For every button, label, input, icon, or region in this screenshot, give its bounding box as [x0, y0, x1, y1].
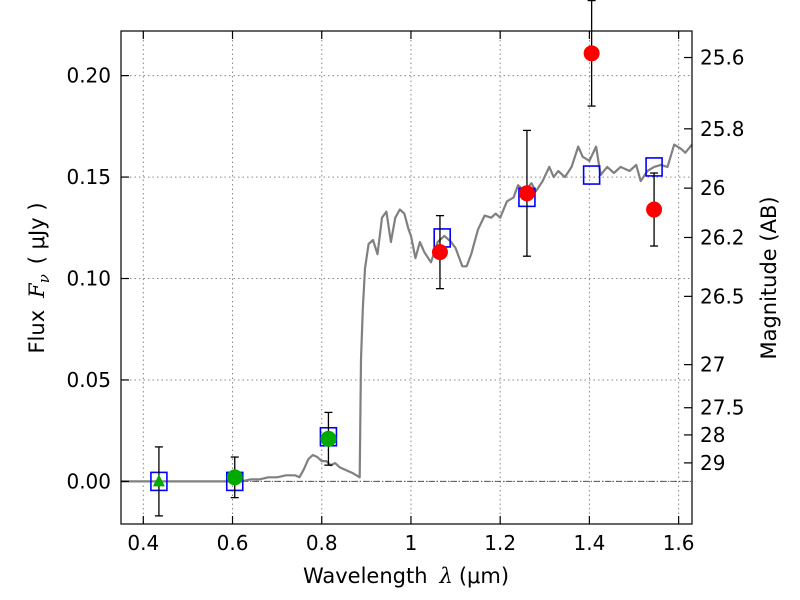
- axis-ticks: 0.4 0.6 0.8 1 1.2 1.4 1.6 0.00 0.05 0.10 0.15 0.20 2…: [66, 31, 745, 555]
- x-axis-label: Wavelength λ (μm): [303, 564, 509, 588]
- x-tick-label: 1.4: [573, 531, 605, 555]
- red-flux-point: [518, 185, 535, 202]
- model-sed-line: [121, 143, 693, 483]
- red-flux-point: [646, 201, 663, 218]
- y-tick-label: 0.20: [66, 64, 111, 88]
- right-tick-label: 26: [700, 176, 725, 200]
- right-tick-label: 28: [700, 423, 725, 447]
- right-tick-label: 25.8: [700, 117, 745, 141]
- y-axis-label-symbol: F: [25, 282, 49, 299]
- plot-frame: [120, 30, 693, 525]
- red-flux-point: [583, 45, 600, 62]
- y-axis-label-subscript: ν: [35, 274, 53, 283]
- y-tick-label: 0.15: [66, 165, 111, 189]
- model-band-square: [582, 165, 601, 185]
- x-tick-label: 1.6: [663, 531, 695, 555]
- x-tick-label: 0.8: [306, 531, 338, 555]
- x-axis-label-prefix: Wavelength: [303, 564, 428, 588]
- y-axis-label-left: Flux Fν ( μJy ): [25, 202, 53, 353]
- right-tick-label: 26.5: [700, 284, 745, 308]
- x-axis-label-unit: (μm): [459, 564, 509, 588]
- right-tick-label: 29: [700, 451, 725, 475]
- y-tick-label: 0.00: [66, 469, 111, 493]
- y-axis-label-prefix: Flux: [25, 310, 49, 354]
- red-flux-point: [431, 244, 448, 261]
- grid: [121, 31, 692, 524]
- x-tick-label: 1: [405, 531, 418, 555]
- x-tick-label: 0.6: [217, 531, 249, 555]
- y-tick-label: 0.05: [66, 368, 111, 392]
- data-marks: [150, 0, 663, 517]
- x-axis-label-symbol: λ: [439, 564, 453, 588]
- green-triangle-point: [152, 474, 165, 487]
- right-tick-label: 26.2: [700, 225, 745, 249]
- x-tick-label: 1.2: [484, 531, 516, 555]
- right-tick-label: 27.5: [700, 396, 745, 420]
- x-tick-label: 0.4: [127, 531, 159, 555]
- y-axis-label-unit: ( μJy ): [25, 202, 49, 264]
- green-flux-point: [320, 430, 337, 447]
- y-tick-label: 0.10: [66, 267, 111, 291]
- green-flux-point: [226, 469, 243, 486]
- right-tick-label: 25.6: [700, 46, 745, 70]
- right-tick-label: 27: [700, 353, 725, 377]
- y-axis-label-right: Magnitude (AB): [757, 196, 781, 359]
